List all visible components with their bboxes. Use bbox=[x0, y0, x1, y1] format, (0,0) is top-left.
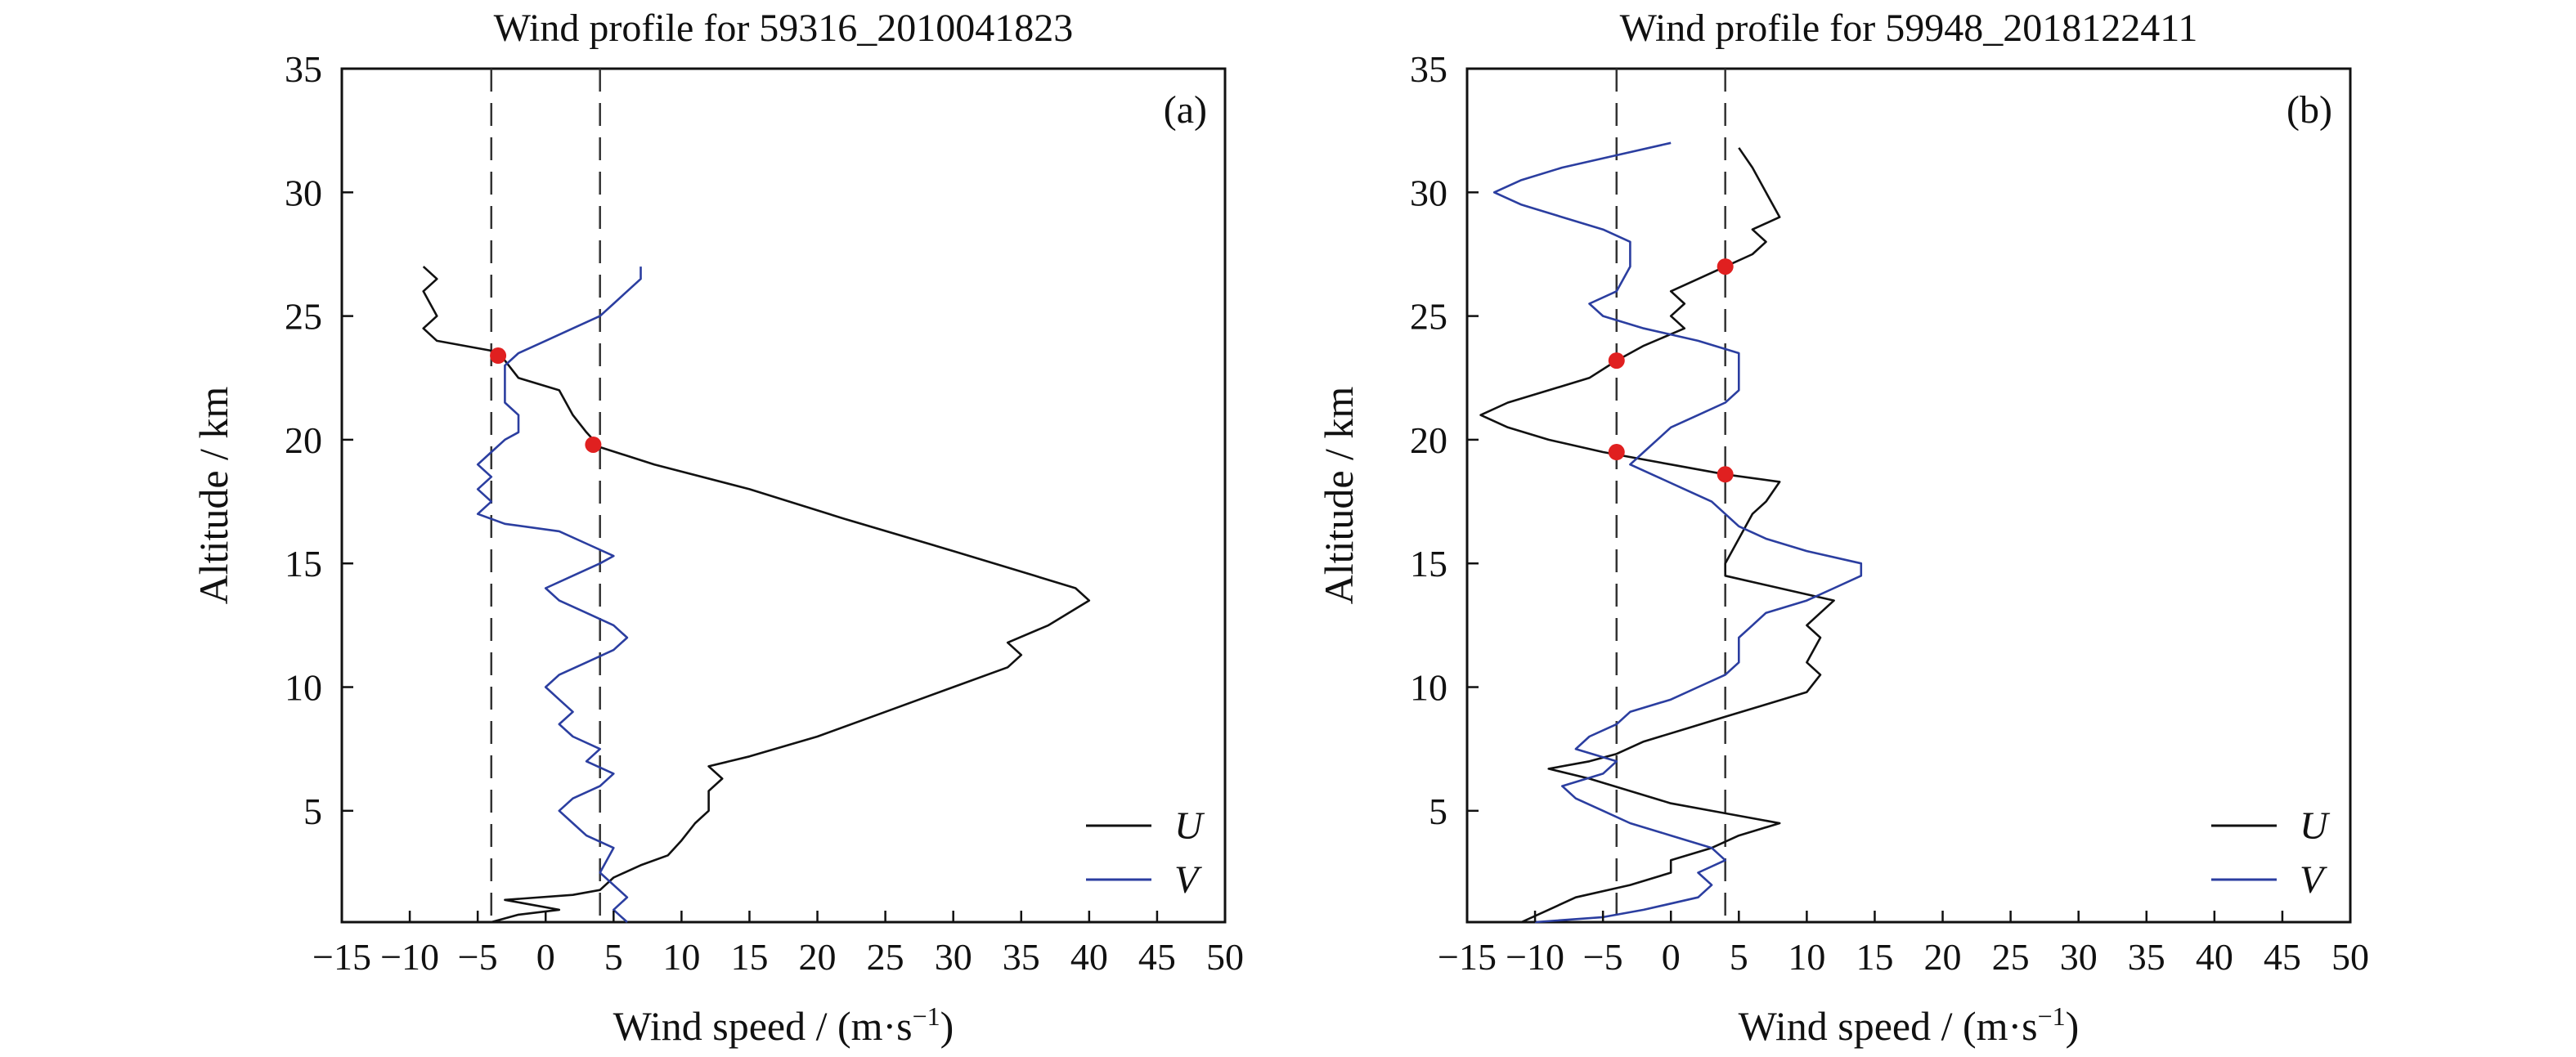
x-tick-label: −10 bbox=[1506, 936, 1564, 978]
panel-a-series bbox=[422, 266, 1091, 924]
x-tick-label: −10 bbox=[380, 936, 439, 978]
x-tick-label: 40 bbox=[1070, 936, 1108, 978]
panel-b-plot-frame bbox=[1465, 67, 2352, 924]
series-v-line bbox=[476, 266, 642, 923]
panel-a-plot-frame bbox=[340, 67, 1227, 924]
x-tick-label: 15 bbox=[1856, 936, 1893, 978]
crossing-marker-1 bbox=[585, 436, 602, 453]
x-tick-label: −5 bbox=[458, 936, 498, 978]
y-tick-label: 20 bbox=[1410, 419, 1447, 461]
panel-a-x-ticks: −15 −10 −5 0 5 10 15 20 25 30 35 40 45 50 bbox=[312, 911, 1244, 978]
y-tick-label: 10 bbox=[1410, 667, 1447, 709]
x-tick-label: 0 bbox=[536, 936, 555, 978]
panel-a-title: Wind profile for 59316_2010041823 bbox=[494, 7, 1074, 50]
crossing-marker-0 bbox=[1717, 258, 1734, 275]
x-tick-label: 10 bbox=[662, 936, 700, 978]
crossing-marker-2 bbox=[1608, 444, 1625, 461]
x-tick-label: 5 bbox=[604, 936, 623, 978]
y-tick-label: 5 bbox=[1429, 791, 1447, 832]
y-tick-label: 10 bbox=[285, 667, 322, 709]
y-tick-label: 15 bbox=[1410, 543, 1447, 584]
panel-b-legend: U V bbox=[2211, 804, 2331, 902]
panel-b-series bbox=[1479, 141, 1863, 924]
x-tick-label: 20 bbox=[799, 936, 837, 978]
crossing-marker-1 bbox=[1608, 352, 1625, 370]
y-tick-label: 25 bbox=[1410, 296, 1447, 338]
x-tick-label: 40 bbox=[2196, 936, 2233, 978]
x-tick-label: −5 bbox=[1583, 936, 1623, 978]
panel-b-x-axis-label: Wind speed / (m·s−1) bbox=[1739, 1001, 2080, 1049]
x-tick-label: 25 bbox=[1992, 936, 2030, 978]
x-tick-label: 15 bbox=[730, 936, 768, 978]
x-tick-label: 5 bbox=[1730, 936, 1748, 978]
panel-b-reference-lines bbox=[1615, 69, 1726, 922]
x-tick-label: 30 bbox=[2060, 936, 2098, 978]
x-tick-label: 45 bbox=[2264, 936, 2301, 978]
x-tick-label: 30 bbox=[935, 936, 972, 978]
panel-a-y-ticks: 5 10 15 20 25 30 35 bbox=[285, 48, 353, 832]
panel-b-y-axis-label: Altitude / km bbox=[1316, 387, 1362, 605]
x-tick-label: 35 bbox=[1003, 936, 1040, 978]
y-tick-label: 30 bbox=[1410, 172, 1447, 213]
panel-b-markers bbox=[1608, 258, 1734, 483]
panel-a-reference-lines bbox=[490, 69, 601, 922]
y-tick-label: 35 bbox=[285, 48, 322, 90]
panel-b-legend-u-label: U bbox=[2300, 804, 2331, 848]
panel-b-tag: (b) bbox=[2287, 88, 2332, 132]
series-u-line bbox=[1479, 147, 1835, 924]
crossing-marker-0 bbox=[490, 347, 507, 365]
series-u-line bbox=[422, 266, 1091, 924]
y-tick-label: 20 bbox=[285, 419, 322, 461]
x-tick-label: 20 bbox=[1924, 936, 1962, 978]
x-tick-label: 35 bbox=[2128, 936, 2165, 978]
x-tick-label: 50 bbox=[2331, 936, 2369, 978]
panel-b-title: Wind profile for 59948_2018122411 bbox=[1620, 7, 2198, 50]
panel-b-chart: −15 −10 −5 0 5 10 15 20 25 30 35 40 45 50 5 10 15 20 25 30… bbox=[1316, 7, 2369, 1049]
x-tick-label: 45 bbox=[1138, 936, 1176, 978]
x-tick-label: 0 bbox=[1662, 936, 1681, 978]
panel-b-legend-v-label: V bbox=[2300, 858, 2327, 902]
crossing-marker-3 bbox=[1717, 466, 1734, 483]
y-tick-label: 35 bbox=[1410, 48, 1447, 90]
panel-a-y-axis-label: Altitude / km bbox=[191, 387, 236, 605]
panel-a-tag: (a) bbox=[1164, 88, 1207, 132]
panel-b-y-ticks: 5 10 15 20 25 30 35 bbox=[1410, 48, 1479, 832]
series-v-line bbox=[1492, 141, 1863, 924]
x-tick-label: 25 bbox=[867, 936, 904, 978]
panel-a-legend: U V bbox=[1086, 804, 1205, 902]
panel-a-markers bbox=[490, 347, 602, 453]
x-tick-label: 10 bbox=[1788, 936, 1825, 978]
panel-a-legend-v-label: V bbox=[1174, 858, 1202, 902]
x-tick-label: −15 bbox=[312, 936, 371, 978]
x-tick-label: −15 bbox=[1438, 936, 1497, 978]
panel-a-chart: −15 −10 −5 0 5 10 15 20 25 30 35 40 45 50 5 10 15 20 25 30… bbox=[191, 7, 1244, 1049]
y-tick-label: 15 bbox=[285, 543, 322, 584]
y-tick-label: 30 bbox=[285, 172, 322, 213]
panel-b-x-ticks: −15 −10 −5 0 5 10 15 20 25 30 35 40 45 50 bbox=[1438, 911, 2369, 978]
y-tick-label: 5 bbox=[303, 791, 322, 832]
panel-a-x-axis-label: Wind speed / (m·s−1) bbox=[613, 1001, 954, 1049]
x-tick-label: 50 bbox=[1206, 936, 1244, 978]
y-tick-label: 25 bbox=[285, 296, 322, 338]
panel-a-legend-u-label: U bbox=[1174, 804, 1205, 848]
